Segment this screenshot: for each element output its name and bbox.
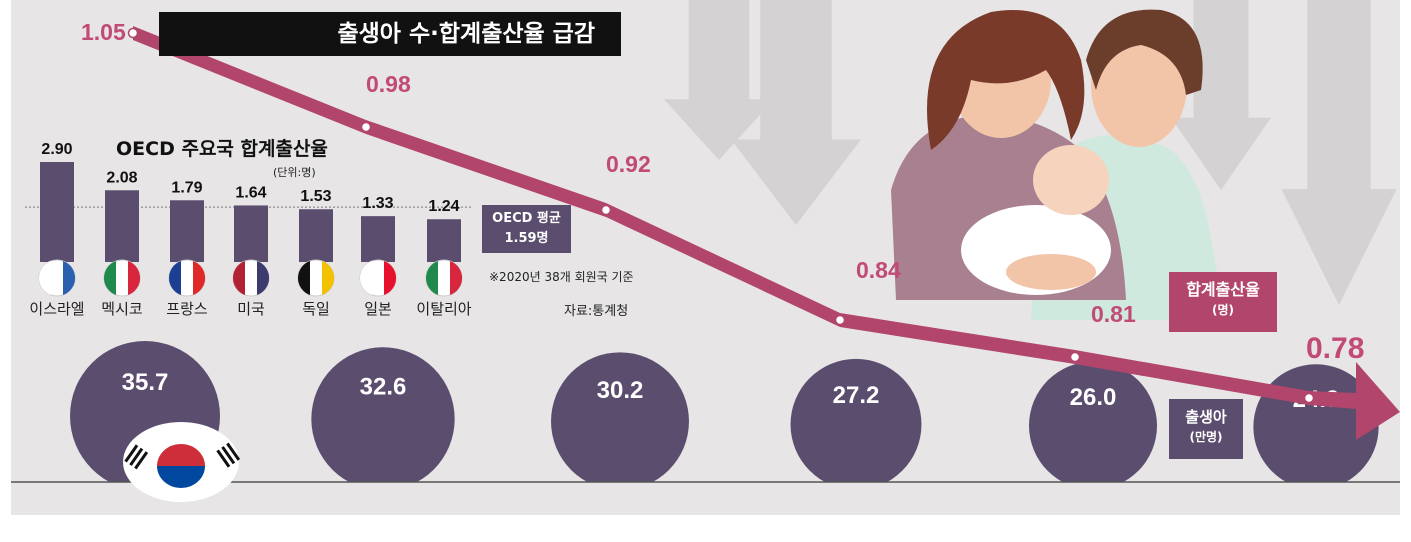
births-circles: 35.72017년32.6201830.2201927.2202026.0202… <box>11 341 1400 515</box>
oecd-average-value: 1.59명 <box>504 231 549 246</box>
source-label: 자료:통계청 <box>564 304 629 319</box>
tfr-value-label: 0.98 <box>366 71 411 97</box>
births-value-label: 30.2 <box>597 377 644 404</box>
flag-icon-stripe <box>322 261 335 295</box>
oecd-bar <box>40 162 74 262</box>
births-circle <box>790 358 922 490</box>
mother-hand <box>1006 254 1096 290</box>
flag-icon-stripe <box>359 261 372 295</box>
korea-flag-trigram <box>124 444 139 463</box>
tfr-point <box>360 121 372 133</box>
korea-flag-trigram <box>226 442 241 461</box>
tfr-legend-unit: (명) <box>1211 303 1234 317</box>
tfr-value-label: 0.92 <box>606 151 651 177</box>
korea-flag-taeguk-blue <box>157 466 205 488</box>
tfr-point <box>127 27 139 39</box>
oecd-note: ※2020년 38개 회원국 기준 <box>489 270 634 284</box>
flag-icon-stripe <box>128 261 141 295</box>
axis-strip <box>11 482 1400 515</box>
oecd-bar <box>427 219 461 262</box>
births-legend-unit: (만명) <box>1189 430 1223 444</box>
family-illustration <box>891 9 1226 320</box>
tfr-legend-tag: 합계출산율 (명) <box>1169 272 1277 332</box>
tfr-point <box>1303 392 1315 404</box>
flag-icon-stripe <box>168 261 181 295</box>
oecd-country-label: 미국 <box>237 301 265 318</box>
oecd-average-label: OECD 평균 <box>492 211 561 226</box>
mother-hair <box>927 10 1085 150</box>
flag-icon-stripe <box>103 261 116 295</box>
flag-icon-stripe <box>297 261 310 295</box>
oecd-country-label: 이탈리아 <box>416 301 471 318</box>
births-legend-tag: 출생아 (만명) <box>1169 399 1243 459</box>
tfr-legend-label: 합계출산율 <box>1186 280 1260 299</box>
births-value-label: 32.6 <box>360 374 407 401</box>
korea-flag-trigram <box>221 446 236 465</box>
births-value-label: 26.0 <box>1070 384 1117 411</box>
background-down-arrow <box>1281 0 1397 305</box>
korea-flag-trigram <box>129 447 144 466</box>
births-circle <box>551 352 689 491</box>
flag-icon-stripe <box>425 261 438 295</box>
tfr-value-label: 0.84 <box>856 257 901 283</box>
oecd-unit-label: (단위:명) <box>273 166 316 179</box>
chart-title: 출생아 수·합계출산율 급감 <box>159 12 621 56</box>
oecd-bar-value: 2.90 <box>41 141 72 158</box>
flag-icon-stripe <box>38 261 51 295</box>
oecd-bar-value: 1.24 <box>428 198 459 215</box>
oecd-bar <box>234 205 268 262</box>
oecd-bar-value: 1.79 <box>171 179 202 196</box>
flag-icon-stripe <box>257 261 270 295</box>
baby-head <box>1033 145 1109 215</box>
births-legend-label: 출생아 <box>1185 408 1227 426</box>
tfr-arrow-shape <box>133 26 1400 440</box>
oecd-panel-title: OECD 주요국 합계출산율 <box>116 138 328 160</box>
oecd-bar <box>299 209 333 262</box>
flag-icon-stripe <box>232 261 245 295</box>
oecd-bar-chart: 2.90 이스라엘 2.08 멕시코 1.79 프랑스 1.64 미국 1.53 독일 1.33 일본… <box>25 141 473 318</box>
oecd-bar-value: 1.64 <box>235 184 266 201</box>
korea-flag-trigram <box>134 451 149 470</box>
flag-icon-stripe <box>193 261 206 295</box>
oecd-bar-value: 1.33 <box>362 195 393 212</box>
korea-flag-trigram <box>216 449 231 468</box>
flag-icon-stripe <box>63 261 76 295</box>
chart-canvas: 2.90 이스라엘 2.08 멕시코 1.79 프랑스 1.64 미국 1.53 독일 1.33 일본… <box>11 0 1400 515</box>
births-value-label: 27.2 <box>833 382 880 409</box>
tfr-value-label: 0.81 <box>1091 301 1136 327</box>
births-circle <box>1028 361 1158 490</box>
background-down-arrow <box>664 0 774 160</box>
oecd-bar <box>361 216 395 262</box>
chart-panel: 2.90 이스라엘 2.08 멕시코 1.79 프랑스 1.64 미국 1.53 독일 1.33 일본… <box>11 0 1400 515</box>
flag-icon-stripe <box>384 261 397 295</box>
oecd-bar <box>105 190 139 262</box>
oecd-bar-value: 1.53 <box>300 188 331 205</box>
flag-icon-stripe <box>450 261 463 295</box>
korea-flag-taeguk-red <box>157 444 205 466</box>
oecd-bar-value: 2.08 <box>106 169 137 186</box>
oecd-country-label: 멕시코 <box>101 301 142 318</box>
oecd-country-label: 일본 <box>364 301 392 318</box>
oecd-country-label: 프랑스 <box>166 301 208 318</box>
births-value-label: 35.7 <box>122 369 169 396</box>
oecd-average-badge: OECD 평균 1.59명 <box>482 205 571 253</box>
tfr-arrow-line <box>127 26 1400 440</box>
oecd-country-label: 이스라엘 <box>29 301 84 318</box>
tfr-point <box>834 314 846 326</box>
tfr-point <box>600 204 612 216</box>
background-down-arrow <box>731 0 861 225</box>
father-hair <box>1086 9 1203 96</box>
oecd-country-label: 독일 <box>302 301 330 318</box>
births-circle <box>311 347 455 491</box>
tfr-value-label: 0.78 <box>1306 332 1364 365</box>
tfr-point <box>1069 351 1081 363</box>
value-labels: 1.05 0.98 0.92 0.84 0.81 0.78 <box>81 19 1364 365</box>
oecd-bar <box>170 200 204 262</box>
tfr-value-label: 1.05 <box>81 19 126 45</box>
